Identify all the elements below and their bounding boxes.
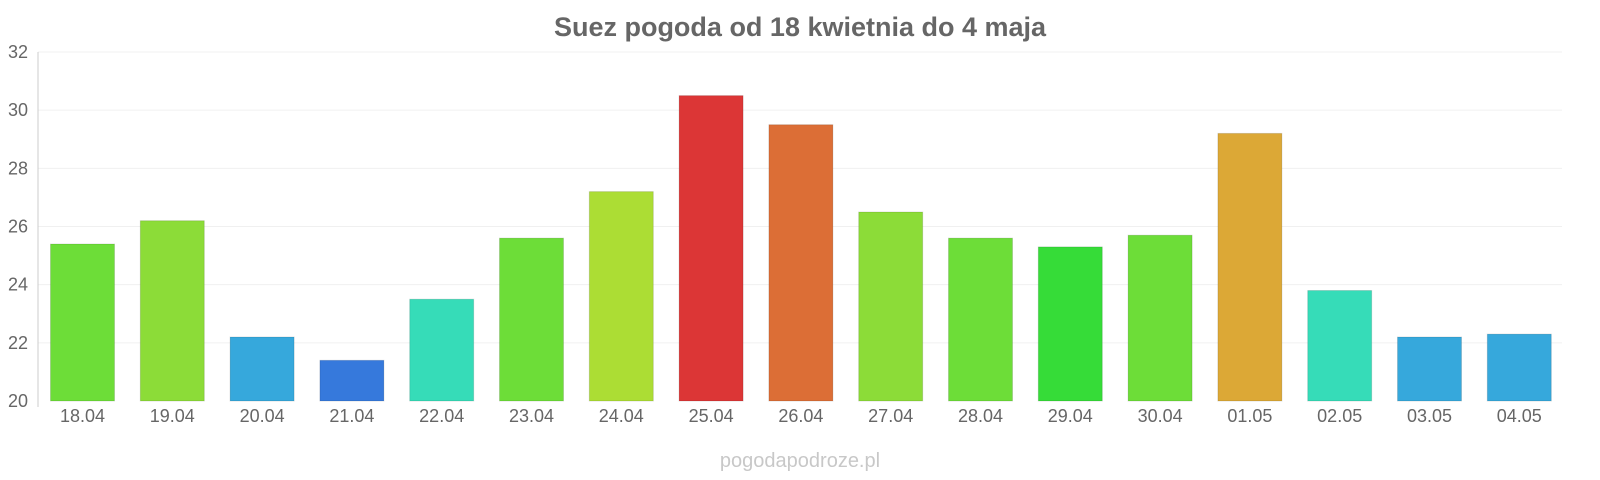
y-tick-label: 24 [8, 275, 28, 295]
bar-04.05 [1486, 333, 1552, 402]
y-tick-label: 22 [8, 333, 28, 353]
x-tick-label: 24.04 [599, 406, 644, 426]
x-tick-label: 02.05 [1317, 406, 1362, 426]
x-tick-label: 19.04 [150, 406, 195, 426]
x-tick-label: 22.04 [419, 406, 464, 426]
x-tick-label: 18.04 [60, 406, 105, 426]
y-tick-label: 32 [8, 42, 28, 62]
bar-26.04 [768, 124, 834, 402]
bar-23.04 [499, 237, 564, 402]
y-tick-label: 28 [8, 158, 28, 178]
bar-03.05 [1397, 336, 1462, 402]
bar-22.04 [409, 298, 475, 402]
y-tick-label: 30 [8, 100, 28, 120]
x-tick-label: 28.04 [958, 406, 1003, 426]
x-tick-label: 26.04 [778, 406, 823, 426]
watermark: pogodapodroze.pl [720, 450, 880, 472]
x-tick-label: 29.04 [1048, 406, 1093, 426]
bar-19.04 [139, 220, 205, 402]
bar-18.04 [50, 243, 115, 402]
x-tick-label: 23.04 [509, 406, 554, 426]
x-tick-label: 27.04 [868, 406, 913, 426]
x-axis-ticks: 18.04 19.04 20.04 21.04 22.04 23.04 24.04 25.04… [60, 406, 1542, 426]
y-axis-ticks: 20 22 24 26 28 30 32 [8, 42, 28, 411]
x-tick-label: 20.04 [240, 406, 285, 426]
bar-27.04 [858, 211, 924, 402]
bar-28.04 [948, 237, 1013, 402]
bar-25.04 [678, 95, 744, 402]
bar-01.05 [1217, 132, 1283, 402]
x-tick-label: 30.04 [1138, 406, 1183, 426]
chart-title: Suez pogoda od 18 kwietnia do 4 maja [554, 12, 1047, 42]
x-tick-label: 01.05 [1227, 406, 1272, 426]
y-tick-label: 20 [8, 391, 28, 411]
bar-21.04 [319, 359, 385, 402]
x-tick-label: 25.04 [689, 406, 734, 426]
bars [50, 95, 1552, 402]
x-tick-label: 03.05 [1407, 406, 1452, 426]
bar-24.04 [588, 191, 654, 402]
x-tick-label: 21.04 [329, 406, 374, 426]
bar-20.04 [229, 336, 295, 402]
bar-29.04 [1037, 246, 1103, 402]
x-tick-label: 04.05 [1497, 406, 1542, 426]
bar-02.05 [1307, 290, 1373, 402]
y-tick-label: 26 [8, 217, 28, 237]
bar-30.04 [1127, 234, 1193, 402]
